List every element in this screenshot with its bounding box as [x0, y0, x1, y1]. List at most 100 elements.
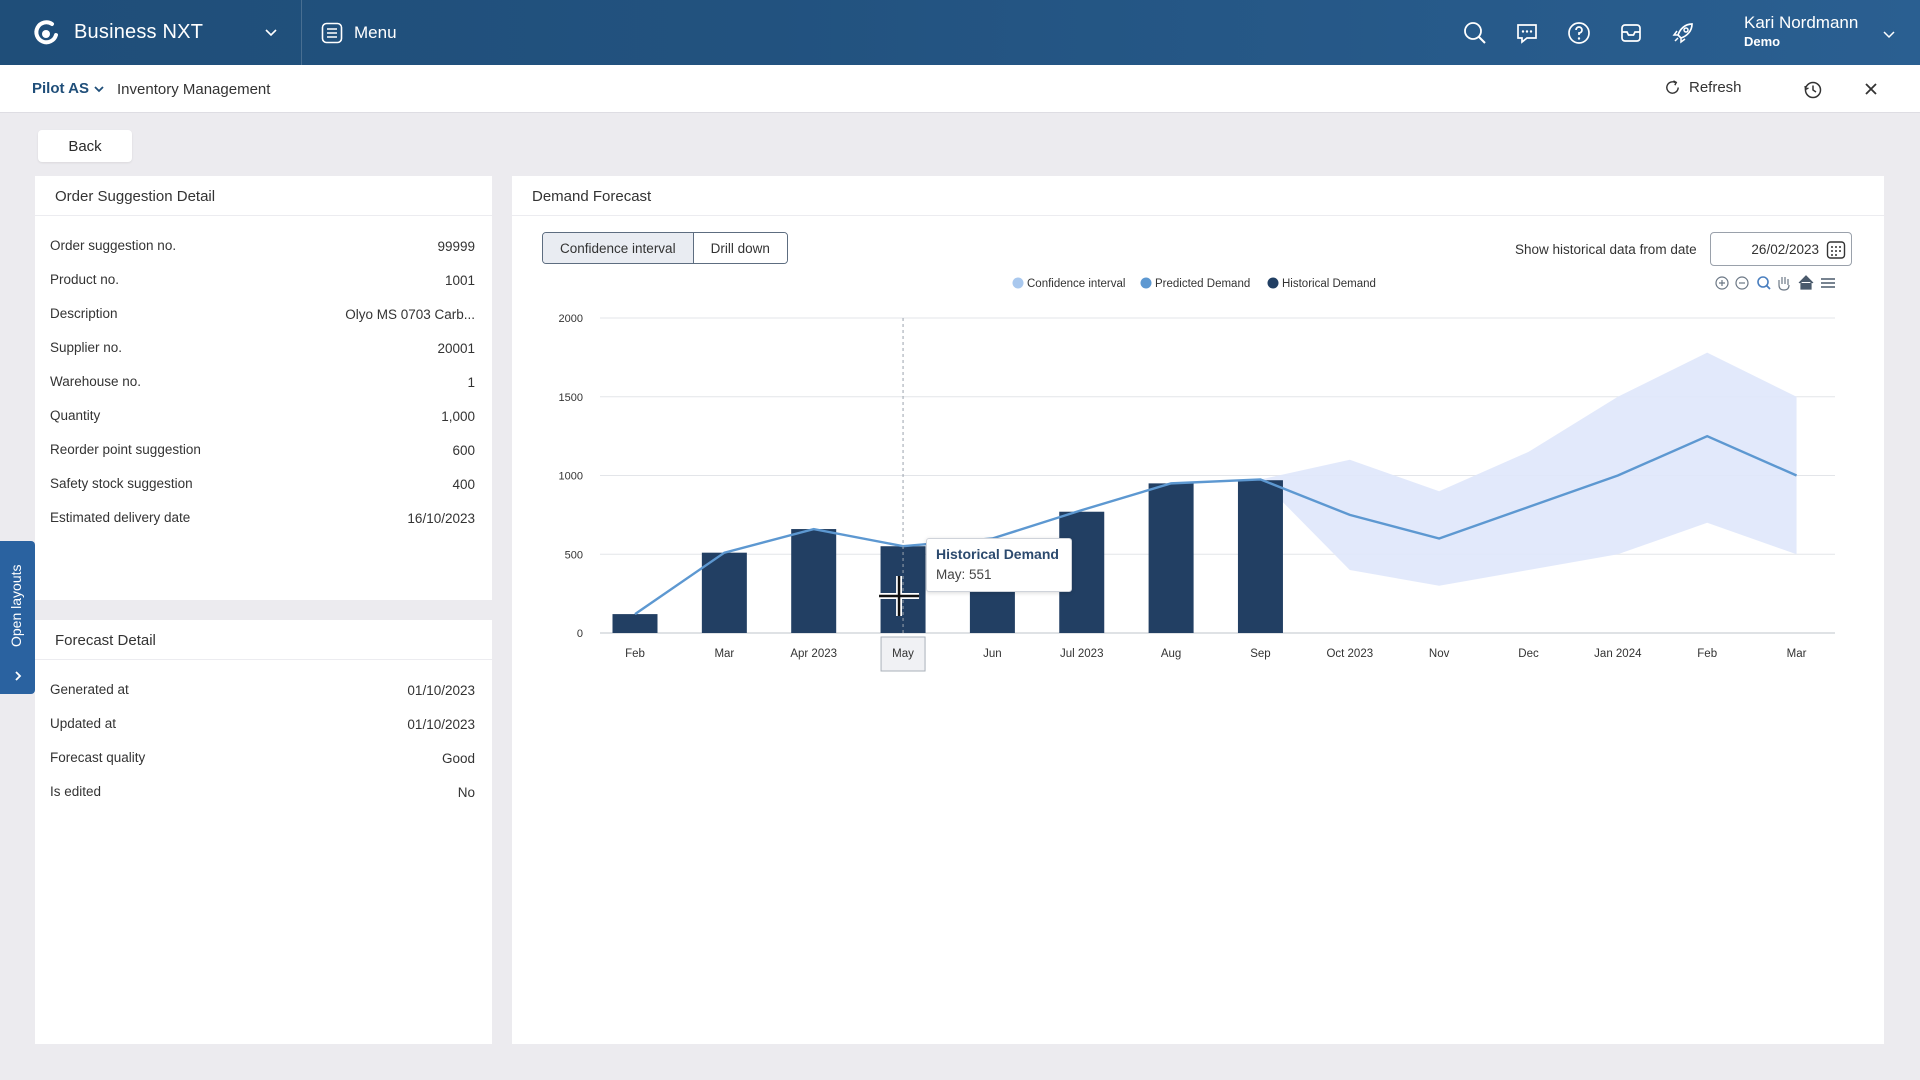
x-tick-label: Feb	[625, 648, 645, 660]
demand-forecast-panel: Demand Forecast Confidence interval Dril…	[512, 176, 1884, 1044]
order-suggestion-panel: Order Suggestion Detail Order suggestion…	[35, 176, 492, 600]
field-label: Is edited	[50, 784, 102, 799]
top-actions	[1460, 18, 1698, 48]
field-row: Safety stock suggestion 400	[50, 476, 475, 498]
field-label: Description	[50, 306, 118, 321]
x-tick-label: Sep	[1250, 648, 1270, 660]
chart-legend: Confidence interval Predicted Demand Histo…	[1012, 277, 1376, 291]
legend-item[interactable]: Predicted Demand	[1140, 277, 1251, 291]
zoom-in-icon[interactable]	[1715, 276, 1729, 290]
historical-demand-bar[interactable]	[612, 614, 658, 633]
y-tick-label: 0	[577, 628, 583, 640]
field-label: Quantity	[50, 408, 101, 423]
legend-item[interactable]: Confidence interval	[1012, 277, 1126, 291]
x-tick-label: Apr 2023	[790, 648, 837, 660]
historical-demand-bar[interactable]	[791, 529, 837, 633]
x-tick-label: Jan 2024	[1594, 648, 1642, 660]
demand-forecast-chart: Confidence interval Predicted Demand Histo…	[559, 275, 1835, 672]
field-row: Forecast quality Good	[50, 750, 475, 772]
field-value: No	[457, 785, 475, 800]
chart-menu-icon[interactable]	[1821, 278, 1835, 288]
inbox-icon	[1621, 24, 1641, 42]
search-icon	[1464, 22, 1486, 44]
field-row: Supplier no. 20001	[50, 340, 475, 362]
historical-date-label: Show historical data from date	[1515, 242, 1697, 257]
x-tick-label: Oct 2023	[1326, 648, 1373, 660]
back-button[interactable]: Back	[38, 130, 132, 162]
page-title: Inventory Management	[117, 81, 271, 98]
menu-label: Menu	[354, 23, 397, 42]
inbox-button[interactable]	[1616, 18, 1646, 48]
tab-drill-down[interactable]: Drill down	[693, 233, 787, 263]
field-label: Product no.	[50, 272, 120, 287]
historical-demand-bar[interactable]	[701, 552, 747, 633]
tab-confidence-interval[interactable]: Confidence interval	[543, 233, 694, 263]
brand-switcher[interactable]: Business NXT	[0, 0, 302, 65]
home-icon[interactable]	[1798, 275, 1814, 290]
menu-icon	[321, 22, 343, 44]
field-label: Reorder point suggestion	[50, 442, 201, 457]
field-value: 99999	[437, 239, 475, 254]
x-tick-label: Mar	[1787, 648, 1807, 660]
chevron-down-icon[interactable]	[263, 24, 279, 40]
magnifier-icon[interactable]	[1757, 276, 1771, 290]
app-title: Business NXT	[74, 21, 204, 43]
refresh-label: Refresh	[1689, 79, 1742, 96]
y-tick-label: 2000	[559, 313, 583, 325]
legend-marker	[1267, 277, 1279, 289]
close-icon[interactable]	[1862, 80, 1880, 98]
chevron-down-icon[interactable]	[1882, 27, 1896, 41]
field-value: 16/10/2023	[407, 511, 475, 526]
field-value: 20001	[437, 341, 475, 356]
chart-tooltip: Historical Demand May: 551	[926, 538, 1072, 592]
mouse-cursor-icon	[879, 576, 920, 616]
field-value: 400	[452, 477, 475, 492]
tooltip-value: May: 551	[936, 567, 992, 582]
field-row: Updated at 01/10/2023	[50, 716, 475, 738]
confidence-interval-area	[1260, 352, 1797, 586]
pan-hand-icon[interactable]	[1778, 277, 1790, 291]
historical-demand-bar[interactable]	[1237, 480, 1283, 633]
field-row: Order suggestion no. 99999	[50, 238, 475, 260]
field-label: Forecast quality	[50, 750, 146, 765]
help-icon	[1568, 22, 1590, 44]
menu-button[interactable]: Menu	[320, 18, 397, 48]
field-value: Good	[441, 751, 475, 766]
history-icon[interactable]	[1803, 80, 1823, 100]
field-row: Description Olyo MS 0703 Carb...	[50, 306, 475, 328]
zoom-out-icon[interactable]	[1735, 276, 1749, 290]
search-button[interactable]	[1460, 18, 1490, 48]
user-name: Kari Nordmann	[1744, 13, 1859, 32]
company-name: Pilot AS	[32, 80, 89, 97]
refresh-button[interactable]: Refresh	[1664, 79, 1742, 96]
chat-button[interactable]	[1512, 18, 1542, 48]
x-tick-label: Dec	[1518, 648, 1539, 660]
x-tick-label: Mar	[714, 648, 734, 660]
help-button[interactable]	[1564, 18, 1594, 48]
field-value: 1001	[444, 273, 475, 288]
y-tick-label: 1500	[559, 392, 583, 404]
chat-icon	[1517, 24, 1537, 44]
open-layouts-tab[interactable]: Open layouts	[0, 541, 35, 694]
chevron-right-icon	[15, 671, 22, 681]
calendar-icon[interactable]	[1825, 239, 1847, 261]
sub-header: Pilot AS Inventory Management Refresh	[0, 65, 1920, 113]
forecast-detail-panel: Forecast Detail Generated at 01/10/2023 U…	[35, 620, 492, 1044]
field-value: 1,000	[441, 409, 475, 424]
field-value: 600	[452, 443, 475, 458]
predicted-demand-line	[634, 434, 1798, 616]
field-row: Estimated delivery date 16/10/2023	[50, 510, 475, 532]
field-value: 01/10/2023	[407, 717, 475, 732]
field-label: Supplier no.	[50, 340, 123, 355]
field-label: Order suggestion no.	[50, 238, 177, 253]
historical-date-input[interactable]: 26/02/2023	[1710, 232, 1852, 266]
user-menu[interactable]: Kari Nordmann Demo	[1744, 13, 1858, 51]
top-bar: Business NXT Menu Kari Nordmann Demo	[0, 0, 1920, 65]
rocket-button[interactable]	[1668, 18, 1698, 48]
historical-demand-bar[interactable]	[1148, 483, 1194, 633]
legend-item[interactable]: Historical Demand	[1267, 277, 1376, 291]
company-selector[interactable]: Pilot AS	[32, 80, 105, 97]
x-tick-label: Jun	[983, 648, 1002, 660]
field-label: Warehouse no.	[50, 374, 142, 389]
field-label: Safety stock suggestion	[50, 476, 193, 491]
